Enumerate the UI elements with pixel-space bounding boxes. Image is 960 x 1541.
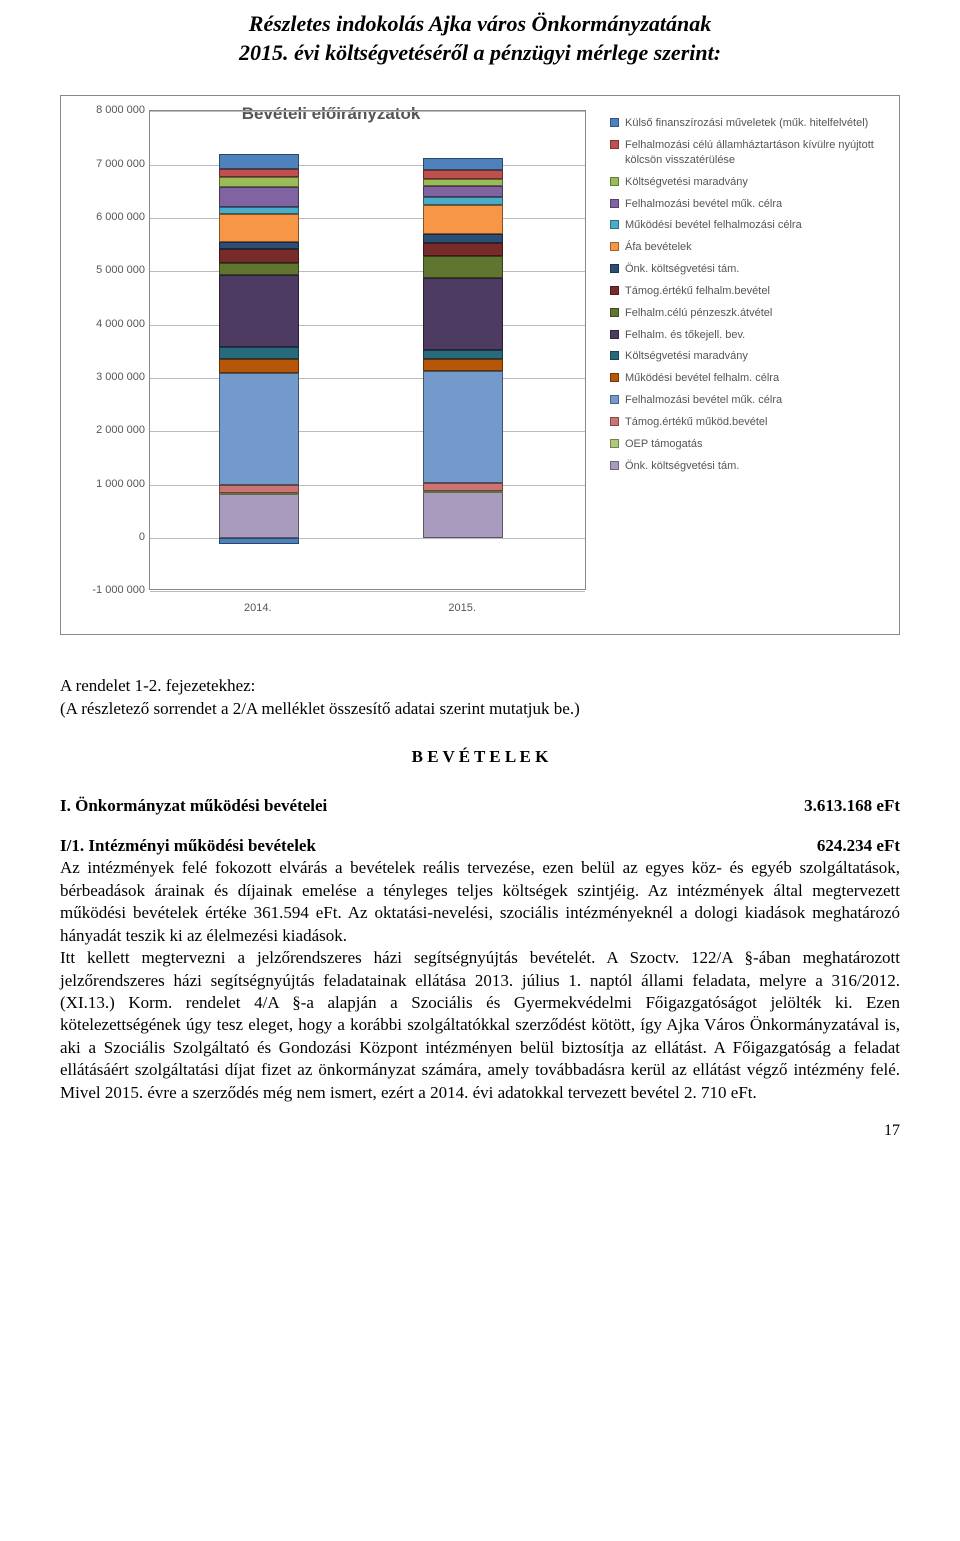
legend-item: Működési bevétel felhalmozási célra — [610, 218, 885, 233]
legend-label: Külső finanszírozási műveletek (műk. hit… — [625, 116, 868, 131]
legend-swatch — [610, 286, 619, 295]
page-number: 17 — [60, 1122, 900, 1140]
y-axis-label: 8 000 000 — [75, 104, 145, 116]
legend-item: Költségvetési maradvány — [610, 175, 885, 190]
chart-bar — [423, 111, 503, 591]
legend-label: Működési bevétel felhalmozási célra — [625, 218, 802, 233]
legend-label: Működési bevétel felhalm. célra — [625, 371, 779, 386]
y-axis-label: 3 000 000 — [75, 371, 145, 383]
section-bevetelek-heading: B E V É T E L E K — [60, 746, 900, 768]
legend-item: OEP támogatás — [610, 437, 885, 452]
legend-label: Támog.értékű működ.bevétel — [625, 415, 767, 430]
legend-item: Felhalmozási bevétel műk. célra — [610, 197, 885, 212]
section-rendelet: A rendelet 1-2. fejezetekhez: (A részlet… — [60, 675, 900, 720]
y-axis-label: -1 000 000 — [75, 584, 145, 596]
legend-swatch — [610, 439, 619, 448]
legend-swatch — [610, 140, 619, 149]
legend-item: Önk. költségvetési tám. — [610, 459, 885, 474]
revenue-chart: Bevételi előirányzatok -1 000 00001 000 … — [60, 95, 900, 635]
legend-item: Felhalm.célú pénzeszk.átvétel — [610, 306, 885, 321]
legend-swatch — [610, 308, 619, 317]
legend-item: Önk. költségvetési tám. — [610, 262, 885, 277]
x-axis-label: 2014. — [244, 602, 272, 614]
y-axis-label: 6 000 000 — [75, 211, 145, 223]
legend-label: Felhalm.célú pénzeszk.átvétel — [625, 306, 772, 321]
legend-swatch — [610, 351, 619, 360]
y-axis-label: 1 000 000 — [75, 478, 145, 490]
legend-swatch — [610, 395, 619, 404]
legend-swatch — [610, 220, 619, 229]
legend-swatch — [610, 417, 619, 426]
legend-item: Áfa bevételek — [610, 240, 885, 255]
y-axis-label: 4 000 000 — [75, 318, 145, 330]
chart-bar — [219, 111, 299, 591]
legend-item: Költségvetési maradvány — [610, 349, 885, 364]
section-intezmenyi: I/1. Intézményi működési bevételek 624.2… — [60, 835, 900, 1104]
legend-item: Felhalmozási célú államháztartáson kívül… — [610, 138, 885, 168]
legend-item: Támog.értékű felhalm.bevétel — [610, 284, 885, 299]
legend-item: Működési bevétel felhalm. célra — [610, 371, 885, 386]
legend-label: Felhalmozási bevétel műk. célra — [625, 393, 782, 408]
legend-label: Önk. költségvetési tám. — [625, 459, 739, 474]
chart-plot: Bevételi előirányzatok -1 000 00001 000 … — [75, 110, 596, 620]
legend-swatch — [610, 330, 619, 339]
y-axis-label: 5 000 000 — [75, 264, 145, 276]
legend-label: OEP támogatás — [625, 437, 702, 452]
legend-label: Felhalmozási célú államháztartáson kívül… — [625, 138, 885, 168]
x-axis-label: 2015. — [448, 602, 476, 614]
legend-swatch — [610, 118, 619, 127]
row-onkormanyzat: I. Önkormányzat működési bevételei 3.613… — [60, 795, 900, 817]
y-axis-label: 7 000 000 — [75, 158, 145, 170]
legend-swatch — [610, 373, 619, 382]
legend-label: Áfa bevételek — [625, 240, 692, 255]
page-title: Részletes indokolás Ajka város Önkormány… — [60, 10, 900, 67]
legend-label: Felhalmozási bevétel műk. célra — [625, 197, 782, 212]
legend-label: Önk. költségvetési tám. — [625, 262, 739, 277]
legend-item: Felhalm. és tőkejell. bev. — [610, 328, 885, 343]
legend-label: Támog.értékű felhalm.bevétel — [625, 284, 770, 299]
legend-label: Felhalm. és tőkejell. bev. — [625, 328, 745, 343]
y-axis-label: 0 — [75, 531, 145, 543]
legend-label: Költségvetési maradvány — [625, 349, 748, 364]
legend-label: Költségvetési maradvány — [625, 175, 748, 190]
legend-item: Felhalmozási bevétel műk. célra — [610, 393, 885, 408]
legend-item: Támog.értékű működ.bevétel — [610, 415, 885, 430]
y-axis-label: 2 000 000 — [75, 424, 145, 436]
legend-swatch — [610, 264, 619, 273]
legend-swatch — [610, 199, 619, 208]
legend-item: Külső finanszírozási műveletek (műk. hit… — [610, 116, 885, 131]
legend-swatch — [610, 177, 619, 186]
legend-swatch — [610, 242, 619, 251]
chart-legend: Külső finanszírozási műveletek (műk. hit… — [610, 110, 885, 620]
legend-swatch — [610, 461, 619, 470]
